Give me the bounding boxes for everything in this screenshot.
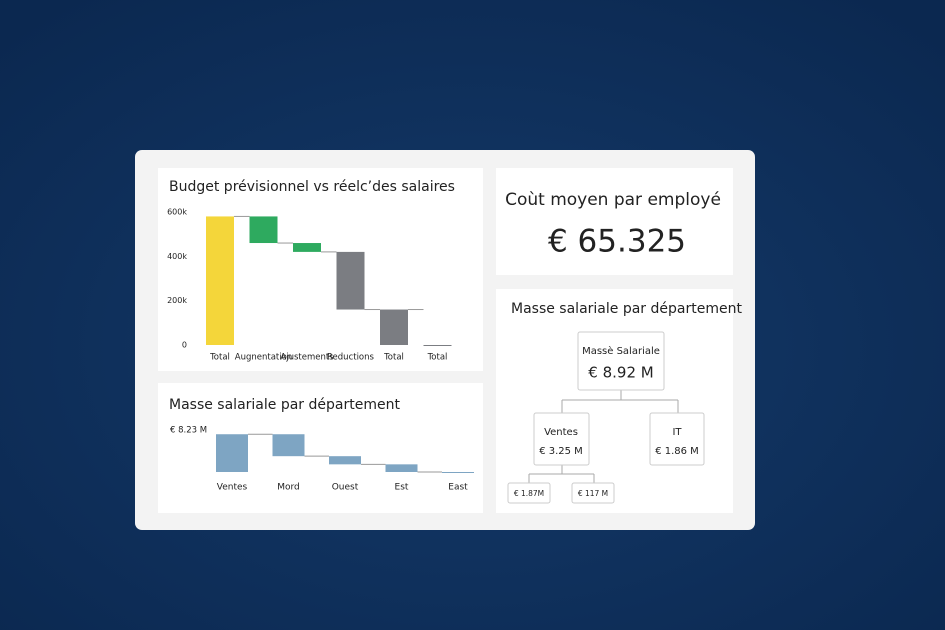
x-tick-label: East — [448, 483, 468, 493]
node-label: Ventes — [544, 427, 578, 438]
x-tick-label: Mord — [277, 483, 300, 493]
x-tick-label: Ouest — [332, 483, 359, 493]
tree-leaf — [571, 482, 615, 504]
node-label: IT — [672, 427, 682, 438]
bar — [329, 456, 361, 465]
bar — [442, 472, 474, 473]
x-tick-label: Reductions — [327, 353, 374, 363]
bar — [272, 434, 305, 457]
tree-node — [649, 412, 705, 466]
bar — [206, 216, 234, 345]
x-tick-label: Total — [427, 353, 448, 363]
y-tick-label: 0 — [182, 341, 187, 350]
leaf-value: € 1.87M — [514, 489, 544, 498]
panel — [158, 383, 483, 513]
x-tick-label: Total — [383, 353, 404, 363]
bar — [249, 216, 278, 244]
y-tick-label: 400k — [167, 252, 187, 261]
bar — [380, 309, 408, 345]
x-tick-label: Ventes — [217, 483, 248, 493]
node-value: € 8.92 M — [588, 364, 653, 382]
bar — [336, 251, 365, 310]
bar — [423, 345, 452, 346]
node-label: Massè Salariale — [582, 345, 660, 357]
node-value: € 1.86 M — [655, 446, 699, 457]
bar — [385, 464, 418, 472]
node-value: € 3.25 M — [539, 446, 583, 457]
x-tick-label: Augnentation — [235, 353, 292, 363]
y-tick-label: € 8.23 M — [170, 426, 207, 436]
panel — [496, 168, 733, 275]
chart-title: Budget prévisionnel vs réelc’des salaire… — [169, 179, 455, 195]
bar — [293, 243, 321, 252]
x-tick-label: Total — [209, 353, 230, 363]
tree-node — [533, 412, 590, 466]
tree-node — [577, 331, 665, 391]
x-tick-label: Ajustements — [280, 353, 334, 363]
y-tick-label: 200k — [167, 296, 187, 305]
tree-title: Masse salariale par département — [511, 301, 742, 317]
tree-leaf — [507, 482, 551, 504]
chart-title: Masse salariale par département — [169, 397, 400, 413]
kpi-title: Coùt moyen par employé — [505, 190, 721, 210]
bar — [216, 434, 248, 472]
kpi-value: € 65.325 — [548, 224, 686, 260]
panel — [496, 289, 733, 513]
tree-connector — [528, 390, 679, 483]
x-tick-label: Est — [395, 483, 409, 493]
leaf-value: € 117 M — [578, 489, 608, 498]
y-tick-label: 600k — [167, 208, 187, 217]
